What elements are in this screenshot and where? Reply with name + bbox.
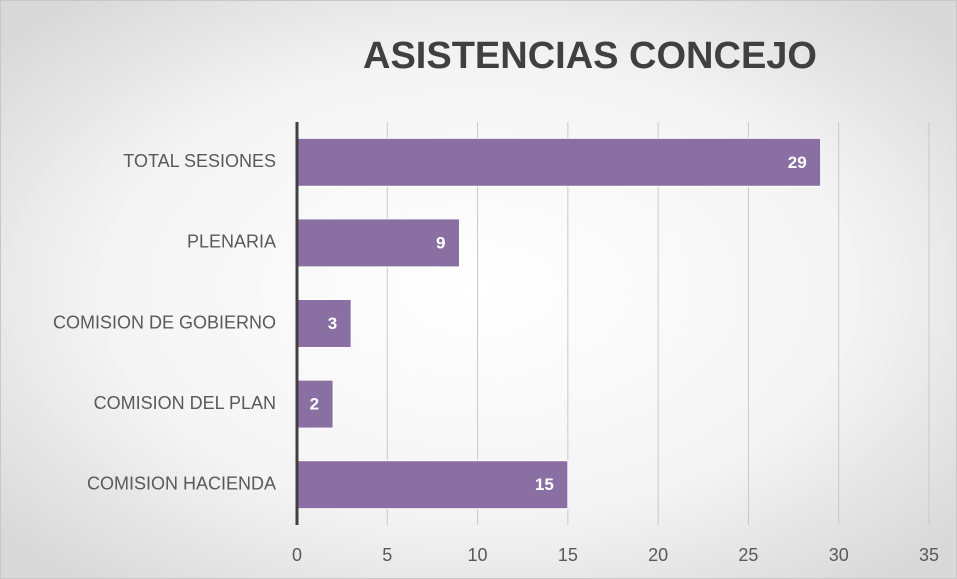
x-tick-label: 30 [829, 545, 849, 565]
bar [296, 460, 569, 510]
x-tick-label: 10 [468, 545, 488, 565]
x-tick-label: 15 [558, 545, 578, 565]
data-label: 9 [436, 233, 445, 252]
x-tick-label: 20 [648, 545, 668, 565]
x-tick-label: 5 [382, 545, 392, 565]
y-tick-label: COMISION DEL PLAN [94, 393, 276, 413]
x-tick-label: 35 [919, 545, 939, 565]
labels: 0 5 10 15 20 25 30 35 TOTAL SESIONES 29 PLENARIA 9 C… [53, 151, 939, 565]
x-tick-label: 25 [738, 545, 758, 565]
y-tick-label: TOTAL SESIONES [123, 151, 276, 171]
y-tick-label: PLENARIA [187, 232, 276, 252]
x-tick-label: 0 [292, 545, 302, 565]
data-label: 3 [328, 314, 337, 333]
data-label: 2 [310, 395, 319, 414]
y-tick-label: COMISION HACIENDA [87, 473, 276, 493]
data-label: 29 [788, 153, 807, 172]
bars [296, 137, 822, 510]
bar [296, 137, 822, 187]
y-tick-label: COMISION DE GOBIERNO [53, 312, 276, 332]
bar [296, 299, 352, 348]
data-label: 15 [535, 475, 554, 494]
bar [296, 218, 461, 268]
bar [296, 379, 334, 429]
chart-title: ASISTENCIAS CONCEJO [363, 35, 817, 77]
